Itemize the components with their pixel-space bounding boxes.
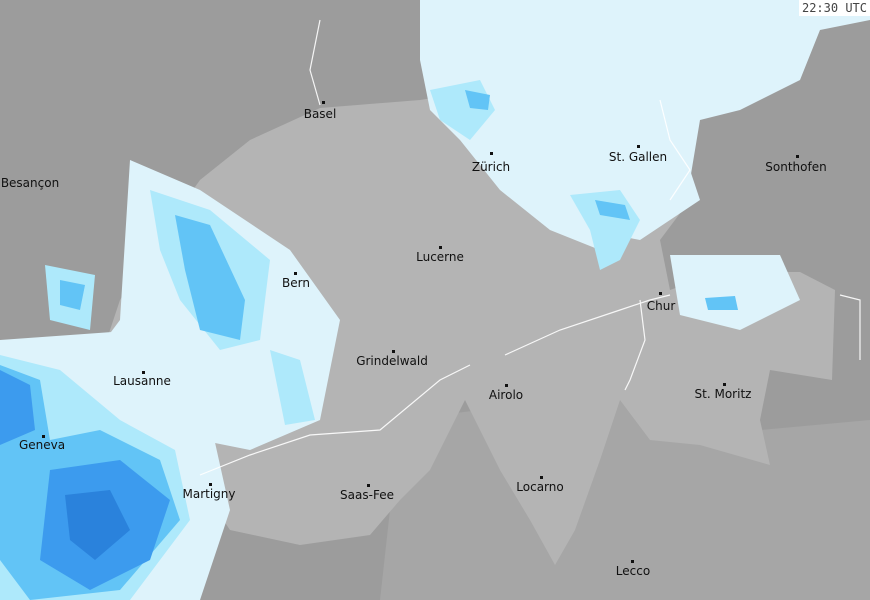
city-dot — [322, 101, 325, 104]
borders-and-rivers — [199, 19, 861, 476]
city-dot — [659, 292, 662, 295]
city-dot — [439, 246, 442, 249]
city-dot — [142, 371, 145, 374]
city-lausanne: Lausanne — [113, 374, 171, 388]
city-st-moritz: St. Moritz — [694, 387, 752, 401]
city-dot — [490, 152, 493, 155]
timestamp-label: 22:30 UTC — [798, 0, 870, 16]
city-grindelwald: Grindelwald — [356, 354, 428, 368]
city-st-gallen: St. Gallen — [608, 150, 668, 164]
city-airolo: Airolo — [488, 388, 524, 402]
city-dot — [42, 435, 45, 438]
city-besancon: Besançon — [0, 176, 60, 190]
city-bern: Bern — [282, 276, 310, 290]
city-dot — [796, 155, 799, 158]
city-dot — [209, 483, 212, 486]
city-lecco: Lecco — [615, 564, 651, 578]
city-dot — [294, 272, 297, 275]
city-dot — [637, 145, 640, 148]
city-lucerne: Lucerne — [416, 250, 464, 264]
city-dot — [367, 484, 370, 487]
city-dot — [392, 350, 395, 353]
city-chur: Chur — [646, 299, 676, 313]
city-saas-fee: Saas-Fee — [340, 488, 394, 502]
city-sonthofen: Sonthofen — [765, 160, 827, 174]
city-dot — [540, 476, 543, 479]
city-dot — [631, 560, 634, 563]
city-dot — [505, 384, 508, 387]
city-geneva: Geneva — [18, 438, 66, 452]
city-locarno: Locarno — [516, 480, 564, 494]
city-basel: Basel — [303, 107, 337, 121]
city-dot — [723, 383, 726, 386]
city-zurich: Zürich — [471, 160, 511, 174]
city-martigny: Martigny — [182, 487, 236, 501]
